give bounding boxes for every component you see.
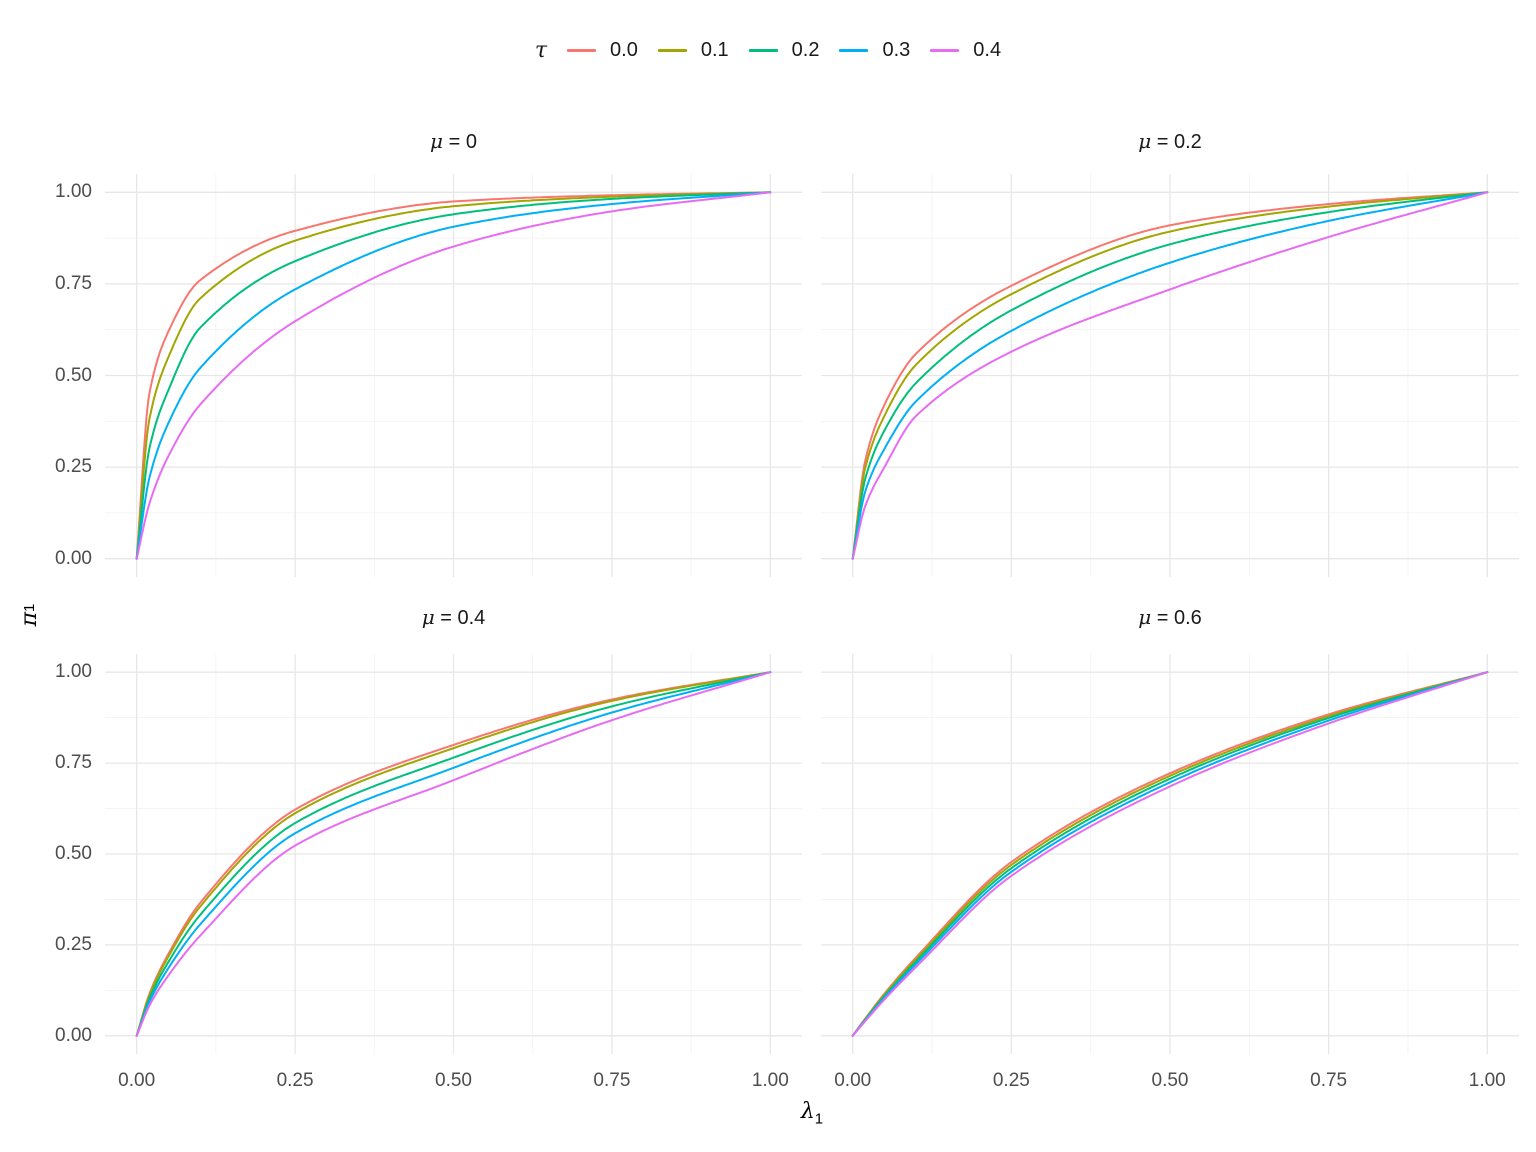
legend-entry-tau-0.1: 0.1	[657, 39, 729, 62]
legend-label: 0.3	[882, 39, 911, 61]
facet-panel-0	[105, 174, 802, 577]
y-axis-tick-label: 1.00	[55, 661, 92, 683]
y-axis-tick-label: 1.00	[55, 181, 92, 203]
y-axis-tick-label: 0.75	[55, 272, 92, 294]
legend-label: 0.1	[700, 39, 729, 61]
legend-key-line-icon	[748, 49, 778, 52]
facet-title-3: μ = 0.6	[821, 605, 1519, 630]
x-axis-tick-label: 0.50	[435, 1070, 472, 1091]
x-axis-title: λ1	[105, 1098, 1519, 1127]
facet-title-value: = 0.6	[1151, 607, 1202, 629]
legend-key-line-icon	[839, 49, 869, 52]
series-line-tau-0.4	[851, 191, 1489, 560]
facet-panel-3	[821, 654, 1519, 1054]
facet-title-symbol: μ	[421, 605, 435, 629]
facet-title-0: μ = 0	[105, 129, 802, 154]
legend-label: 0.0	[610, 39, 638, 61]
legend-label: 0.4	[973, 39, 1002, 61]
facet-panel-2	[105, 654, 802, 1054]
series-line-tau-0.4	[135, 671, 772, 1037]
y-axis-tick-label: 0.75	[55, 752, 92, 774]
x-axis-tick-label: 0.00	[834, 1070, 872, 1091]
facet-title-value: = 0.4	[434, 607, 486, 629]
legend-title: τ	[534, 38, 548, 63]
legend-entry-tau-0.3: 0.3	[839, 39, 910, 62]
y-axis-title-subscript: 1	[20, 603, 38, 612]
facet-title-1: μ = 0.2	[821, 129, 1519, 154]
series-line-tau-0.1	[851, 191, 1489, 560]
series-line-tau-0.2	[851, 191, 1489, 560]
x-axis-tick-label: 0.25	[276, 1070, 314, 1091]
y-axis-tick-label: 0.00	[55, 1024, 92, 1046]
x-axis-title-symbol: λ	[800, 1099, 815, 1124]
x-axis-tick-label: 0.75	[1310, 1070, 1348, 1091]
series-line-tau-0.0	[851, 191, 1489, 560]
facet-title-value: = 0.2	[1151, 131, 1202, 153]
series-line-tau-0.1	[135, 191, 772, 560]
legend-key-line-icon	[657, 49, 687, 52]
y-axis-tick-label: 0.00	[55, 547, 92, 569]
y-axis-tick-label: 0.25	[55, 456, 92, 478]
facet-title-symbol: μ	[430, 129, 444, 153]
legend: τ 0.0 0.1 0.2 0.3 0.4	[0, 38, 1536, 63]
legend-key-line-icon	[567, 49, 597, 52]
x-axis-tick-label: 0.75	[593, 1070, 631, 1091]
y-axis-tick-label: 0.50	[55, 364, 92, 386]
series-line-tau-0.1	[135, 671, 772, 1037]
x-axis-title-subscript: 1	[814, 1110, 824, 1128]
facet-title-2: μ = 0.4	[105, 605, 802, 630]
series-line-tau-0.0	[135, 191, 772, 560]
legend-entry-tau-0.0: 0.0	[567, 39, 638, 62]
x-axis-tick-label: 0.25	[992, 1070, 1030, 1091]
facet-title-symbol: μ	[1138, 605, 1152, 629]
facet-title-value: = 0	[443, 131, 477, 153]
x-axis-tick-label: 0.50	[1151, 1070, 1189, 1091]
series-line-tau-0.3	[135, 671, 772, 1037]
series-line-tau-0.3	[135, 191, 772, 560]
legend-key-line-icon	[930, 49, 960, 52]
x-axis-tick-label: 1.00	[1468, 1070, 1506, 1091]
series-line-tau-0.0	[135, 671, 772, 1037]
series-line-tau-0.4	[851, 671, 1489, 1037]
series-line-tau-0.3	[851, 191, 1489, 560]
series-line-tau-0.2	[135, 191, 772, 560]
x-axis-tick-label: 0.00	[118, 1070, 156, 1091]
series-line-tau-0.2	[135, 671, 772, 1037]
facet-title-symbol: μ	[1138, 129, 1152, 153]
x-axis-tick-label: 1.00	[751, 1070, 789, 1091]
y-axis-tick-label: 0.50	[55, 843, 92, 864]
series-line-tau-0.4	[135, 191, 772, 560]
legend-entry-tau-0.4: 0.4	[930, 39, 1001, 62]
series-line-tau-0.3	[851, 671, 1489, 1037]
facet-panel-1	[821, 174, 1519, 577]
y-axis-tick-label: 0.25	[55, 933, 92, 955]
legend-entry-tau-0.2: 0.2	[748, 39, 820, 62]
legend-label: 0.2	[791, 39, 820, 61]
y-axis-title-symbol: π	[16, 611, 42, 627]
